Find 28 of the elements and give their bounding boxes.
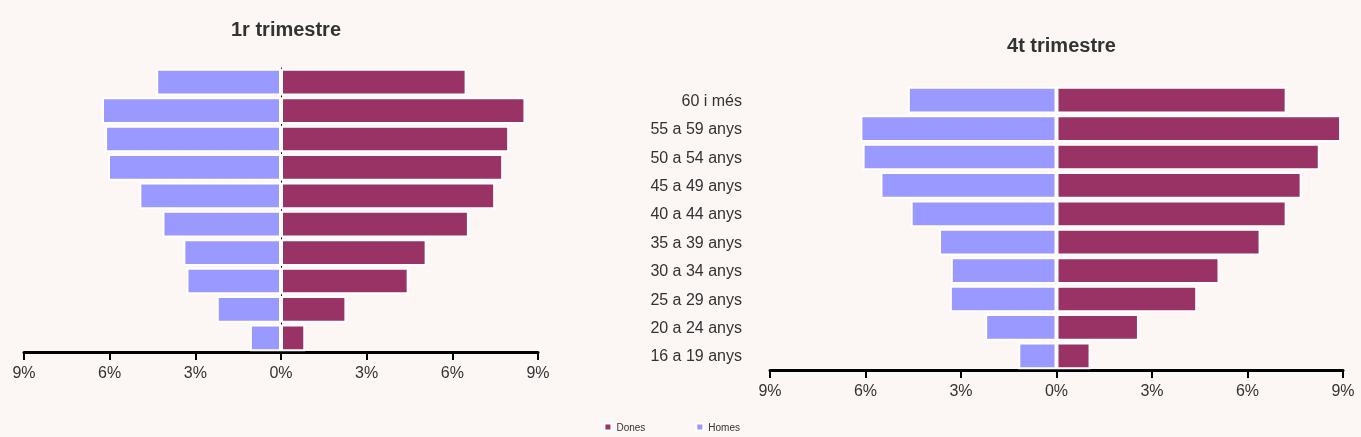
x-tick-label: 6%: [1235, 381, 1260, 399]
y-tick-label: 20 a 24 anys: [650, 318, 742, 336]
x-tick-label: 6%: [440, 363, 464, 381]
y-tick-label: 16 a 19 anys: [650, 347, 742, 365]
chart-title: 1r trimestre: [230, 18, 342, 40]
y-tick-label: 55 a 59 anys: [650, 120, 742, 138]
x-tick-label: 6%: [98, 363, 122, 381]
legend-label: Homes: [708, 421, 741, 433]
x-tick-label: 3%: [183, 363, 207, 381]
x-tick-label: 3%: [355, 363, 379, 381]
x-tick-label: 0%: [269, 363, 293, 381]
x-tick-label: 6%: [853, 381, 878, 399]
chart-title: 4t trimestre: [1007, 34, 1116, 56]
y-tick-label: 45 a 49 anys: [650, 176, 742, 194]
x-tick-label: 0%: [1044, 381, 1069, 399]
y-tick-label: 25 a 29 anys: [650, 290, 742, 308]
y-tick-label: 35 a 39 anys: [650, 233, 742, 251]
x-tick-label: 3%: [1140, 381, 1164, 399]
x-tick-label: 9%: [526, 363, 550, 381]
y-tick-label: 60 i més: [681, 91, 742, 109]
x-tick-label: 9%: [758, 381, 782, 399]
legend-label: Dones: [616, 421, 646, 433]
x-tick-label: 3%: [949, 381, 973, 399]
x-tick-label: 9%: [1331, 381, 1355, 399]
y-tick-label: 40 a 44 anys: [650, 205, 742, 223]
y-tick-label: 30 a 34 anys: [650, 262, 742, 280]
y-tick-label: 50 a 54 anys: [650, 148, 742, 166]
x-tick-label: 9%: [12, 363, 36, 381]
